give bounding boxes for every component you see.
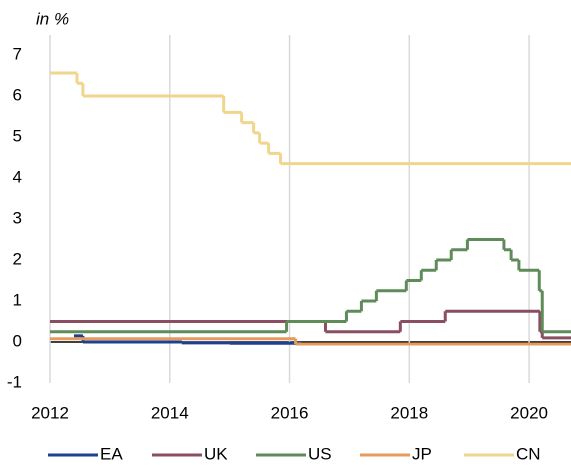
legend-label: JP <box>412 444 432 463</box>
y-tick-label: 0 <box>13 331 22 350</box>
legend-label: EA <box>100 444 123 463</box>
y-tick-label: 3 <box>13 208 22 227</box>
y-tick-label: 6 <box>13 85 22 104</box>
y-tick-label: -1 <box>7 372 22 391</box>
x-tick-label: 2016 <box>271 403 309 422</box>
x-tick-label: 2012 <box>31 403 69 422</box>
y-axis-label: in % <box>36 9 69 28</box>
legend-label: US <box>308 444 332 463</box>
y-tick-label: 2 <box>13 249 22 268</box>
x-tick-label: 2014 <box>151 403 189 422</box>
y-tick-label: 1 <box>13 290 22 309</box>
legend-label: CN <box>516 444 541 463</box>
x-tick-label: 2018 <box>390 403 428 422</box>
y-tick-label: 5 <box>13 126 22 145</box>
y-tick-label: 7 <box>13 44 22 63</box>
x-tick-label: 2020 <box>510 403 548 422</box>
y-tick-label: 4 <box>13 167 22 186</box>
legend-label: UK <box>204 444 228 463</box>
